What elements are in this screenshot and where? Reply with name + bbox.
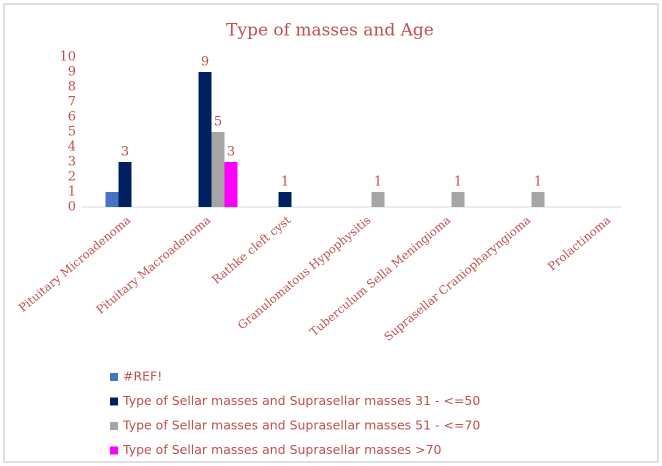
bar: [198, 72, 212, 207]
y-tick-label: 10: [59, 50, 76, 65]
bar: [278, 192, 292, 207]
legend-label: Type of Sellar masses and Suprasellar ma…: [122, 393, 480, 408]
legend-swatch: [110, 422, 118, 430]
data-label: 1: [534, 175, 542, 190]
chart-title: Type of masses and Age: [226, 21, 434, 41]
legend-swatch: [110, 446, 118, 455]
legend-label: Type of Sellar masses and Suprasellar ma…: [122, 442, 442, 457]
data-label: 1: [454, 175, 462, 190]
y-tick-label: 5: [68, 125, 76, 140]
data-label: 5: [214, 115, 222, 130]
data-label: 3: [121, 145, 129, 160]
bar: [531, 192, 545, 207]
chart-frame: [3, 3, 659, 463]
legend-label: #REF!: [123, 369, 162, 384]
legend-label: Type of Sellar masses and Suprasellar ma…: [122, 418, 480, 433]
y-tick-label: 9: [68, 65, 76, 80]
y-tick-label: 0: [68, 200, 76, 215]
data-label: 1: [281, 175, 289, 190]
bar: [105, 192, 119, 207]
y-tick-label: 8: [68, 80, 76, 95]
data-label: 3: [227, 145, 235, 160]
bar: [211, 132, 225, 207]
y-tick-label: 2: [68, 170, 76, 185]
bar: [371, 192, 385, 207]
y-tick-label: 3: [68, 155, 76, 170]
legend-swatch: [110, 397, 118, 406]
data-label: 9: [201, 55, 209, 70]
bar: [224, 162, 238, 207]
y-tick-label: 4: [68, 140, 76, 155]
legend-swatch: [110, 373, 118, 381]
bar: [451, 192, 465, 207]
data-label: 1: [374, 175, 382, 190]
y-tick-label: 6: [68, 110, 76, 125]
bar: [118, 162, 132, 207]
y-tick-label: 7: [68, 95, 76, 110]
y-tick-label: 1: [68, 185, 76, 200]
